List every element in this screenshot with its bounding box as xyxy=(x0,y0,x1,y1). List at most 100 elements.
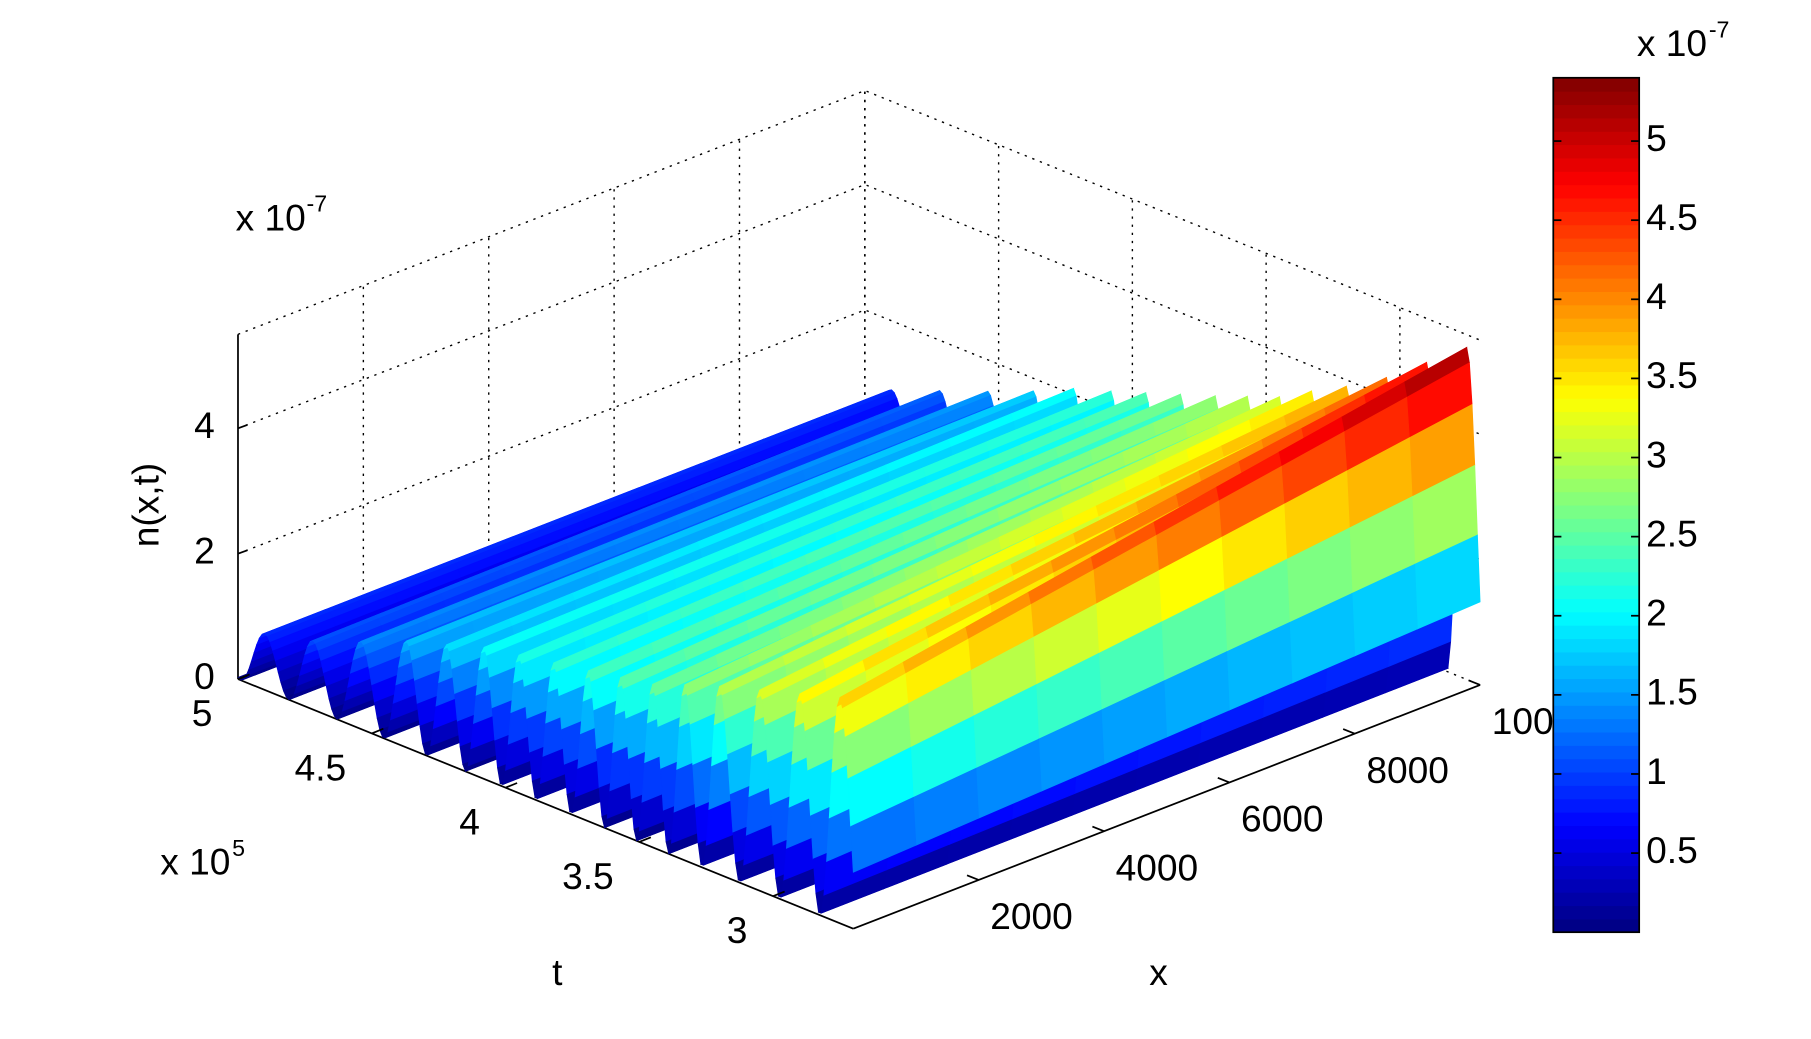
colorbar-swatch xyxy=(1553,117,1640,132)
colorbar-swatch xyxy=(1553,691,1640,706)
colorbar-swatch xyxy=(1553,411,1640,426)
colorbar-swatch xyxy=(1553,318,1640,333)
colorbar-tick-label: 0.5 xyxy=(1646,829,1698,871)
colorbar-swatch xyxy=(1553,611,1640,626)
t-tick xyxy=(772,890,785,897)
t-tick-label: 4.5 xyxy=(295,746,347,788)
colorbar-swatch xyxy=(1553,852,1640,867)
colorbar-swatch xyxy=(1553,211,1640,226)
t-tick-label: 4 xyxy=(459,801,480,843)
colorbar-swatch xyxy=(1553,478,1640,493)
z-axis-label: n(x,t) xyxy=(124,463,166,548)
colorbar-tick-label: 3.5 xyxy=(1646,354,1698,396)
t-tick xyxy=(371,727,384,735)
colorbar-swatch xyxy=(1553,237,1640,252)
colorbar-tick-label: 2 xyxy=(1646,592,1667,634)
x-tick xyxy=(1092,825,1105,833)
colorbar-tick-label: 1 xyxy=(1646,750,1667,792)
colorbar-swatch xyxy=(1553,705,1640,720)
colorbar-tick-label: 4 xyxy=(1646,275,1667,317)
colorbar-tick-label: 1.5 xyxy=(1646,671,1698,713)
colorbar-swatch xyxy=(1553,171,1640,186)
colorbar-swatch xyxy=(1553,678,1640,693)
t-tick-label: 5 xyxy=(192,692,213,734)
colorbar-swatch xyxy=(1553,264,1640,279)
x-tick xyxy=(1342,728,1356,735)
colorbar-swatch xyxy=(1553,665,1640,680)
colorbar-tick-label: 2.5 xyxy=(1646,512,1698,554)
colorbar-swatch xyxy=(1553,504,1640,519)
colorbar-swatch xyxy=(1553,451,1640,466)
surface-patch xyxy=(850,796,917,873)
colorbar-swatch xyxy=(1553,144,1640,159)
grid-line xyxy=(237,89,1481,341)
x-tick xyxy=(1468,679,1481,686)
colorbar-swatch xyxy=(1553,918,1640,933)
t-tick-label: 3.5 xyxy=(562,855,614,897)
colorbar-swatch xyxy=(1553,545,1640,559)
colorbar-swatch xyxy=(1553,718,1640,733)
t-exponent-power: 5 xyxy=(232,835,245,861)
z-exponent-base: x 10 xyxy=(236,196,306,238)
colorbar-swatch xyxy=(1553,438,1640,453)
colorbar-swatch xyxy=(1553,558,1640,573)
colorbar-tick-label: 5 xyxy=(1646,117,1667,159)
colorbar-swatch xyxy=(1553,184,1640,199)
colorbar-swatch xyxy=(1553,905,1640,920)
colorbar-swatch xyxy=(1553,745,1640,760)
colorbar-exponent-base: x 10 xyxy=(1637,22,1707,64)
x-tick-label: 2000 xyxy=(990,895,1073,937)
t-exponent-base: x 10 xyxy=(160,841,230,883)
colorbar-tick-label: 4.5 xyxy=(1646,196,1698,238)
colorbar-exponent-power: -7 xyxy=(1709,16,1730,42)
colorbar-tick-label: 3 xyxy=(1646,433,1667,475)
colorbar-swatch xyxy=(1553,291,1640,306)
colorbar-swatch xyxy=(1553,878,1640,893)
colorbar-swatch xyxy=(1553,371,1640,386)
axis-line xyxy=(852,684,1481,930)
x-tick xyxy=(966,874,979,881)
x-axis-label: x xyxy=(1149,951,1168,993)
colorbar-swatch xyxy=(1553,638,1640,653)
colorbar-swatch xyxy=(1553,224,1640,239)
colorbar-swatch xyxy=(1553,424,1640,439)
colorbar-swatch xyxy=(1553,892,1640,907)
colorbar-swatch xyxy=(1553,491,1640,506)
colorbar-swatch xyxy=(1553,251,1640,266)
colorbar-swatch xyxy=(1553,571,1640,586)
colorbar-swatch xyxy=(1553,651,1640,666)
t-tick xyxy=(638,836,652,843)
z-exponent-power: -7 xyxy=(306,191,327,217)
z-tick xyxy=(237,424,248,430)
colorbar-swatch xyxy=(1553,464,1640,479)
z-tick xyxy=(237,549,248,555)
colorbar-swatch xyxy=(1553,598,1640,613)
colorbar-swatch xyxy=(1553,91,1640,106)
z-tick-label: 2 xyxy=(194,530,215,572)
colorbar-swatch xyxy=(1553,398,1640,413)
colorbar-swatch xyxy=(1553,585,1640,600)
colorbar-swatch xyxy=(1553,825,1640,840)
axis-line xyxy=(237,678,854,930)
colorbar-swatch xyxy=(1553,358,1640,373)
t-tick-label: 3 xyxy=(727,909,748,951)
x-tick-label: 6000 xyxy=(1241,798,1324,840)
colorbar-frame xyxy=(1552,76,1641,934)
colorbar-swatch xyxy=(1553,731,1640,746)
colorbar-swatch xyxy=(1553,798,1640,813)
colorbar-swatch xyxy=(1553,838,1640,853)
colorbar-swatch xyxy=(1553,758,1640,773)
x-tick-label: 8000 xyxy=(1366,749,1449,791)
colorbar-swatch xyxy=(1553,785,1640,800)
colorbar-swatch xyxy=(1553,384,1640,399)
colorbar-swatch xyxy=(1553,865,1640,880)
z-tick-label: 0 xyxy=(194,655,215,697)
colorbar-swatch xyxy=(1553,131,1640,146)
colorbar-swatch xyxy=(1553,278,1640,292)
colorbar-swatch xyxy=(1553,518,1640,533)
colorbar-swatch xyxy=(1553,331,1640,346)
t-tick xyxy=(237,673,250,680)
colorbar-swatch xyxy=(1553,625,1640,640)
colorbar-swatch xyxy=(1553,771,1640,786)
